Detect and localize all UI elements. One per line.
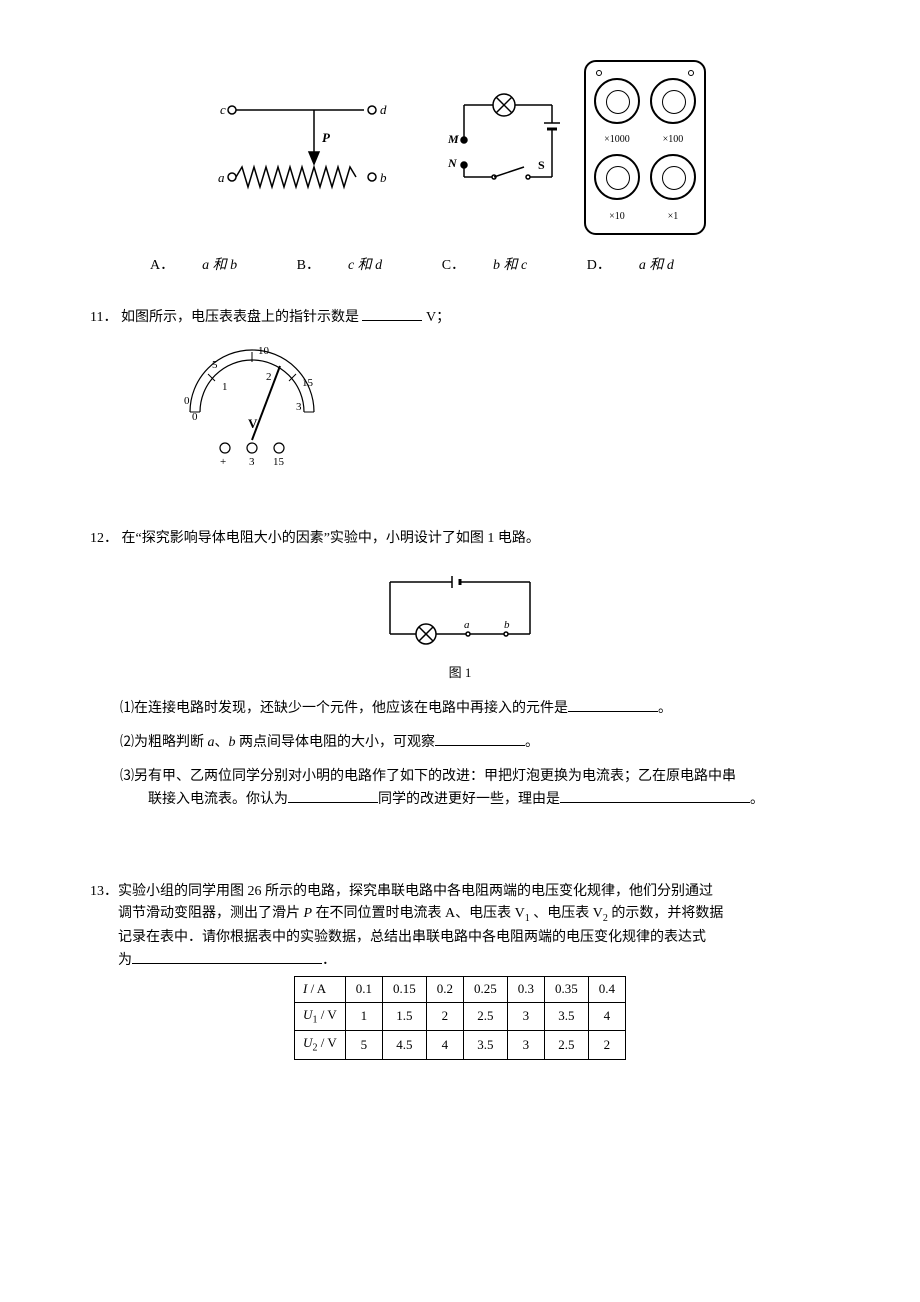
mult-100: ×100 — [650, 132, 696, 148]
q13-line3: 记录在表中．请你根据表中的实验数据，总结出串联电路中各电阻两端的电压变化规律的表… — [118, 927, 830, 949]
label-p: P — [322, 130, 331, 145]
svg-text:0: 0 — [192, 411, 198, 423]
mult-10: ×10 — [594, 209, 640, 225]
svg-text:15: 15 — [302, 377, 314, 389]
mult-1: ×1 — [650, 209, 696, 225]
table-row: I / A 0.1 0.15 0.2 0.25 0.3 0.35 0.4 — [295, 977, 626, 1003]
svg-text:5: 5 — [212, 359, 218, 371]
mn-circuit-diagram: M N S — [444, 87, 564, 207]
mult-1000: ×1000 — [594, 132, 640, 148]
q12-sub3-blank2 — [560, 789, 750, 803]
q11-blank — [362, 307, 422, 321]
svg-text:10: 10 — [258, 345, 270, 357]
q12-number: 12． — [90, 528, 118, 550]
q13-table: I / A 0.1 0.15 0.2 0.25 0.3 0.35 0.4 U1 … — [294, 976, 626, 1060]
table-row: U2 / V 5 4.5 4 3.5 3 2.5 2 — [295, 1031, 626, 1060]
label-n: N — [447, 156, 458, 170]
q12-sub3-blank1 — [288, 789, 378, 803]
fig1-caption: 图 1 — [90, 663, 830, 684]
label-c: c — [220, 102, 226, 117]
option-d: D．a 和 d — [587, 258, 702, 273]
q12-sub3: ⑶另有甲、乙两位同学分别对小明的电路作了如下的改进：甲把灯泡更换为电流表；乙在原… — [120, 766, 830, 811]
q13-line1: 实验小组的同学用图 26 所示的电路，探究串联电路中各电阻两端的电压变化规律，他… — [118, 884, 713, 899]
q11: 11． 如图所示，电压表表盘上的指针示数是 V； 0 5 10 15 — [90, 307, 830, 488]
label-b: b — [380, 170, 387, 185]
q12-sub1-blank — [568, 698, 658, 712]
svg-text:b: b — [504, 619, 510, 631]
svg-text:3: 3 — [249, 456, 255, 468]
q12-sub2-blank — [435, 732, 525, 746]
svg-text:1: 1 — [222, 381, 228, 393]
q12: 12． 在“探究影响导体电阻大小的因素”实验中，小明设计了如图 1 电路。 a … — [90, 528, 830, 811]
q12-sub1: ⑴在连接电路时发现，还缺少一个元件，他应该在电路中再接入的元件是。 — [120, 698, 830, 720]
label-m: M — [447, 132, 459, 146]
label-d: d — [380, 102, 387, 117]
table-row: U1 / V 1 1.5 2 2.5 3 3.5 4 — [295, 1002, 626, 1031]
svg-text:a: a — [464, 619, 470, 631]
svg-text:V: V — [248, 416, 258, 431]
voltmeter-diagram: 0 5 10 15 0 1 2 3 V + 3 15 — [170, 340, 330, 470]
rheostat-diagram: c d P a b — [214, 92, 424, 202]
q12-sub2: ⑵为粗略判断 a、b 两点间导体电阻的大小，可观察。 — [120, 732, 830, 754]
option-a: A．a 和 b — [150, 258, 265, 273]
q11-text-after: V； — [426, 310, 450, 325]
svg-text:0: 0 — [184, 395, 190, 407]
svg-text:+: + — [220, 456, 226, 468]
label-a: a — [218, 170, 225, 185]
q13-blank — [132, 950, 322, 964]
resistance-box-diagram: ×1000 ×100 ×10 ×1 — [584, 60, 706, 235]
q13-number: 13． — [90, 881, 118, 903]
svg-text:3: 3 — [296, 401, 302, 413]
q11-number: 11． — [90, 307, 117, 329]
q10-options: A．a 和 b B．c 和 d C．b 和 c D．a 和 d — [150, 255, 830, 277]
q12-title: 在“探究影响导体电阻大小的因素”实验中，小明设计了如图 1 电路。 — [122, 531, 540, 546]
svg-text:2: 2 — [266, 371, 272, 383]
fig1-circuit-diagram: a b — [370, 564, 550, 654]
q11-text-before: 如图所示，电压表表盘上的指针示数是 — [121, 310, 359, 325]
q10-diagram-row: c d P a b M N S ×1000 ×100 — [90, 60, 830, 235]
option-c: C．b 和 c — [442, 258, 556, 273]
svg-text:15: 15 — [273, 456, 285, 468]
option-b: B．c 和 d — [297, 258, 411, 273]
label-s: S — [538, 158, 545, 172]
q13: 13．实验小组的同学用图 26 所示的电路，探究串联电路中各电阻两端的电压变化规… — [90, 881, 830, 1060]
